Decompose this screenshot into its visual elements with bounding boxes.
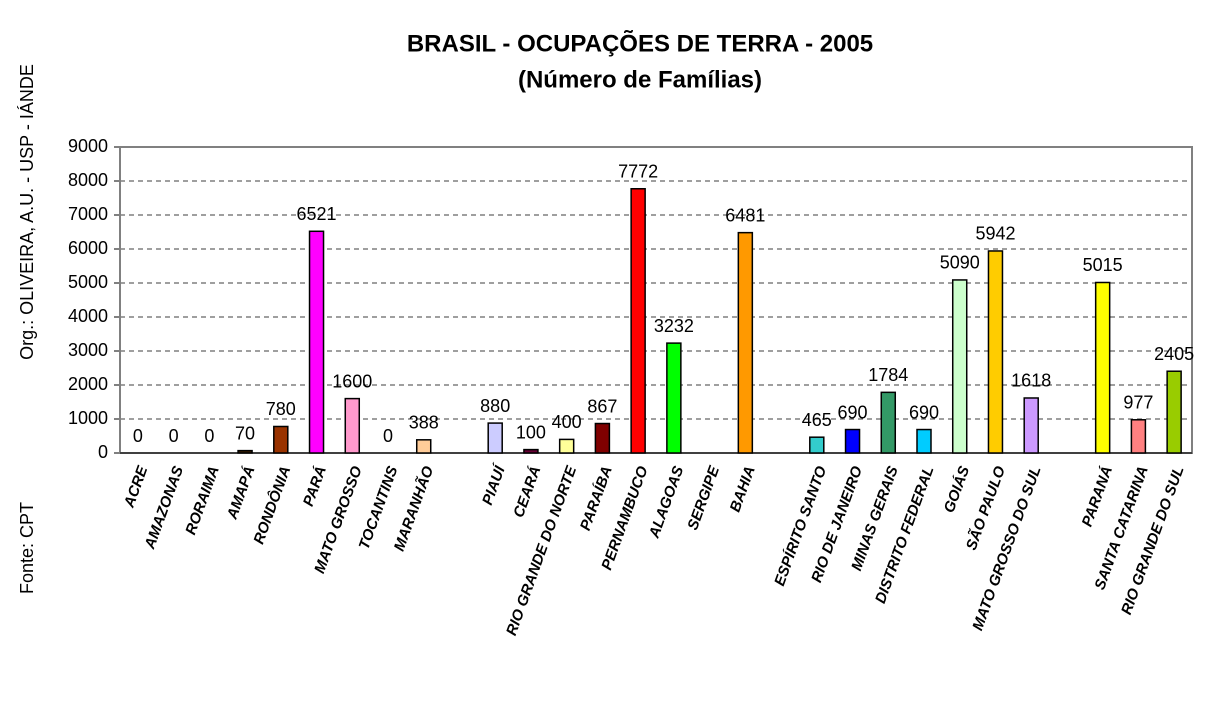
y-tick-label: 2000 <box>68 374 108 394</box>
value-label: 7772 <box>618 162 658 182</box>
value-label: 0 <box>133 426 143 446</box>
bar <box>737 231 754 454</box>
bar <box>1094 281 1111 454</box>
value-label: 780 <box>266 399 296 419</box>
value-label: 465 <box>802 410 832 430</box>
y-tick-label: 9000 <box>68 136 108 156</box>
x-tick-label: GOIÁS <box>941 464 974 515</box>
bar <box>594 422 611 454</box>
bar <box>880 391 897 454</box>
value-label: 1784 <box>868 365 908 385</box>
x-tick-label: ALAGOAS <box>645 464 687 541</box>
bar <box>237 449 253 454</box>
x-tick-label: PARÁ <box>300 464 330 509</box>
bar <box>666 342 682 454</box>
y-tick-label: 8000 <box>68 170 108 190</box>
value-label: 100 <box>516 422 546 442</box>
value-label: 0 <box>383 426 393 446</box>
y-tick-label: 5000 <box>68 272 108 292</box>
bar <box>987 250 1004 454</box>
value-label: 0 <box>169 426 179 446</box>
value-label: 880 <box>480 396 510 416</box>
bar <box>951 279 968 454</box>
value-label: 70 <box>235 423 255 443</box>
bar <box>273 425 289 454</box>
value-label: 5015 <box>1083 255 1123 275</box>
y-tick-label: 3000 <box>68 340 108 360</box>
x-tick-label: RORAIMA <box>182 464 222 537</box>
chart-subtitle: (Número de Famílias) <box>518 66 762 93</box>
author-note: Org.: OLIVEIRA, A.U. - USP - IÁNDE <box>17 64 37 360</box>
value-label: 400 <box>552 412 582 432</box>
bar <box>916 428 932 454</box>
bar <box>558 438 575 454</box>
y-tick-label: 7000 <box>68 204 108 224</box>
value-label: 690 <box>909 402 939 422</box>
x-tick-label: AMAPÁ <box>223 464 258 522</box>
value-label: 690 <box>838 402 868 422</box>
x-tick-label: RIO GRANDE DO NORTE <box>503 463 581 638</box>
y-tick-label: 6000 <box>68 238 108 258</box>
x-tick-label: PARANÁ <box>1079 464 1117 529</box>
source-note: Fonte: CPT <box>17 502 37 594</box>
bar <box>1166 370 1182 454</box>
value-label: 1618 <box>1011 371 1051 391</box>
bar <box>344 397 361 454</box>
value-label: 388 <box>409 413 439 433</box>
x-tick-label: MATO GROSSO DO SUL <box>969 464 1044 633</box>
x-tick-label: BAHIA <box>727 464 759 514</box>
x-tick-label: SERGIPE <box>684 463 723 532</box>
value-label: 2405 <box>1154 344 1194 364</box>
value-label: 1600 <box>332 371 372 391</box>
y-tick-label: 1000 <box>68 408 108 428</box>
value-label: 3232 <box>654 316 694 336</box>
value-label: 6481 <box>725 205 765 225</box>
x-tick-label: ACRE <box>120 463 151 511</box>
bar <box>415 439 432 454</box>
value-label: 0 <box>204 426 214 446</box>
bar <box>523 448 539 454</box>
value-label: 977 <box>1123 393 1153 413</box>
y-tick-label: 4000 <box>68 306 108 326</box>
x-tick-label: CEARÁ <box>510 464 544 520</box>
value-label: 5942 <box>975 224 1015 244</box>
bar <box>630 188 646 454</box>
y-tick-label: 0 <box>98 442 108 462</box>
bar <box>1130 419 1147 454</box>
x-tick-label: PIAUÍ <box>479 461 510 507</box>
bar <box>809 436 825 454</box>
bar <box>487 422 503 454</box>
x-tick-label: PARAÍBA <box>577 464 616 533</box>
value-label: 5090 <box>940 253 980 273</box>
bar <box>308 230 325 454</box>
chart-title: BRASIL - OCUPAÇÕES DE TERRA - 2005 <box>407 29 873 57</box>
value-label: 867 <box>587 396 617 416</box>
value-label: 6521 <box>297 204 337 224</box>
bar <box>844 428 861 454</box>
bar <box>1023 397 1039 454</box>
